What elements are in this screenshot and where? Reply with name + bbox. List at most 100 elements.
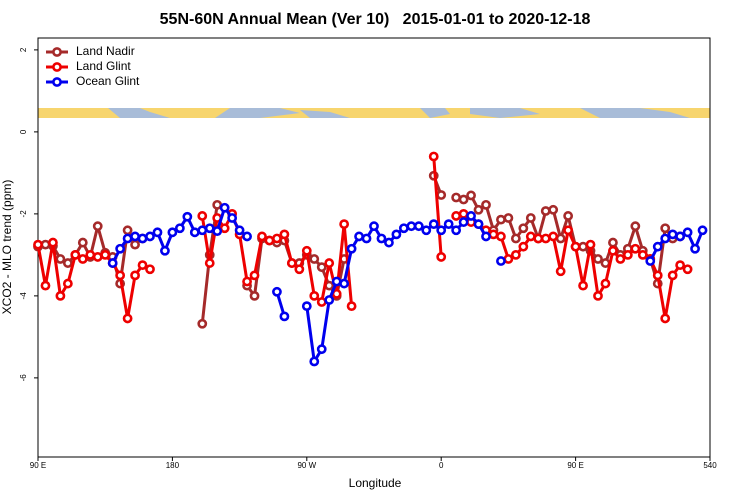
data-point — [488, 229, 499, 240]
data-point — [160, 245, 170, 256]
data-point — [257, 231, 267, 242]
data-point — [376, 233, 387, 244]
data-point — [204, 258, 215, 268]
map-strip — [38, 108, 710, 118]
data-point — [324, 258, 335, 268]
data-point — [563, 211, 574, 221]
data-point — [309, 356, 320, 367]
data-point — [660, 233, 671, 244]
data-point — [436, 190, 447, 200]
data-point — [608, 245, 618, 256]
data-point — [100, 249, 111, 260]
data-point — [279, 311, 290, 322]
data-point — [272, 286, 282, 297]
data-point — [174, 223, 185, 234]
data-point — [234, 225, 245, 236]
data-point — [451, 211, 462, 221]
data-point — [578, 280, 588, 291]
data-point — [518, 241, 529, 252]
data-point — [398, 223, 409, 234]
legend-label: Ocean Glint — [76, 74, 140, 88]
data-point — [697, 225, 708, 236]
data-point — [339, 219, 350, 230]
data-point — [384, 237, 394, 248]
data-point — [600, 278, 611, 289]
data-point — [130, 270, 140, 281]
data-point — [510, 233, 521, 244]
data-point — [62, 258, 73, 268]
data-point — [443, 219, 454, 230]
y-tick-label: -2 — [19, 210, 28, 218]
data-point — [675, 231, 686, 242]
data-point — [473, 219, 484, 230]
data-point — [294, 264, 305, 275]
data-point — [481, 199, 491, 210]
data-point — [525, 231, 536, 242]
data-point — [272, 233, 282, 244]
data-point — [197, 318, 208, 329]
data-point — [189, 227, 200, 238]
data-point — [324, 295, 335, 305]
data-point — [346, 243, 357, 254]
legend-marker — [52, 62, 62, 72]
data-point — [197, 211, 208, 221]
data-point — [242, 276, 252, 287]
data-point — [406, 221, 417, 232]
data-point — [391, 229, 402, 240]
legend-marker — [52, 47, 62, 57]
data-point — [555, 233, 566, 244]
data-point — [436, 252, 447, 262]
data-point — [593, 254, 603, 264]
data-point — [227, 213, 238, 223]
data-point — [458, 194, 469, 205]
data-point — [107, 258, 118, 268]
data-point — [339, 278, 350, 289]
data-point — [525, 213, 536, 223]
data-point — [316, 262, 327, 273]
data-point — [152, 227, 163, 238]
data-point — [309, 254, 320, 264]
data-point — [62, 278, 73, 289]
data-point — [660, 223, 671, 234]
data-point — [122, 225, 133, 236]
data-point — [77, 237, 88, 248]
data-point — [593, 290, 603, 301]
data-point — [667, 270, 678, 281]
data-point — [481, 231, 491, 242]
data-point — [548, 204, 559, 215]
data-point — [92, 252, 103, 262]
data-point — [115, 243, 126, 254]
data-point — [249, 270, 260, 281]
data-point — [122, 233, 133, 244]
data-point — [316, 297, 327, 307]
data-point — [540, 206, 551, 216]
data-point — [652, 270, 663, 281]
data-point — [55, 254, 66, 264]
data-point — [249, 290, 260, 301]
chart-title: 55N-60N Annual Mean (Ver 10) 2015-01-01 … — [160, 11, 591, 28]
data-point — [615, 254, 626, 264]
data-point — [533, 233, 544, 244]
y-tick-label: 2 — [19, 47, 28, 52]
data-point — [451, 225, 462, 236]
x-tick-label: 0 — [439, 461, 444, 470]
data-point — [85, 249, 96, 260]
data-point — [645, 256, 656, 266]
data-point — [346, 301, 357, 312]
data-point — [242, 231, 252, 242]
data-point — [675, 260, 686, 271]
data-point — [608, 237, 618, 248]
data-point — [361, 233, 372, 244]
data-point — [660, 313, 671, 324]
data-point — [496, 256, 506, 266]
data-point — [473, 204, 484, 215]
data-point — [466, 211, 476, 221]
data-point — [286, 258, 297, 268]
data-point — [219, 223, 230, 234]
data-point — [145, 264, 155, 275]
data-point — [682, 264, 693, 275]
data-point — [33, 239, 43, 250]
data-point — [70, 249, 81, 260]
data-point — [600, 258, 611, 268]
